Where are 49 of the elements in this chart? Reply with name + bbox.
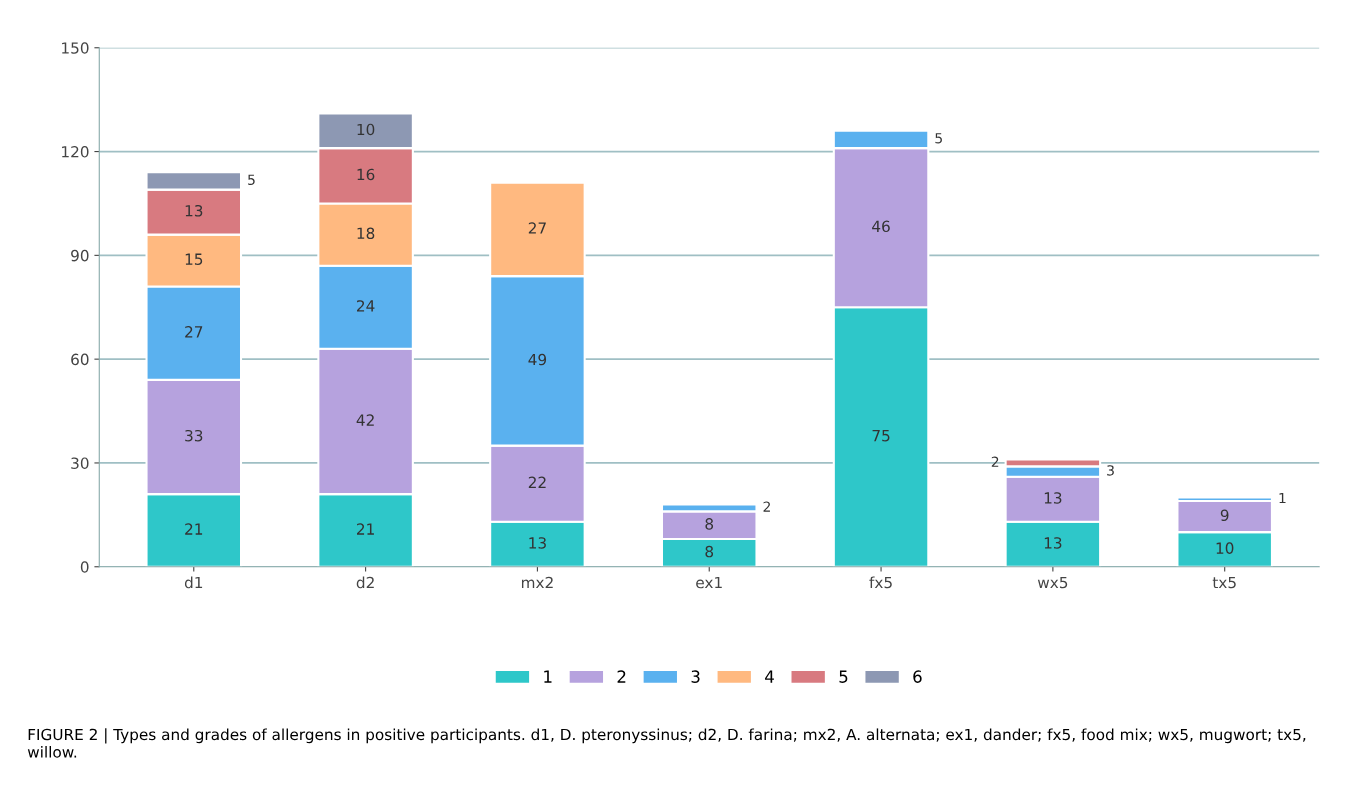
data-label: 49 bbox=[528, 353, 547, 366]
data-label: 13 bbox=[1044, 537, 1062, 549]
data-label: 10 bbox=[357, 123, 375, 136]
data-label: 33 bbox=[185, 429, 203, 442]
data-label: 16 bbox=[357, 168, 375, 181]
legend-label: 5 bbox=[839, 670, 848, 683]
data-label: 42 bbox=[356, 414, 374, 426]
data-label: 8 bbox=[705, 545, 714, 558]
y-tick-label: 30 bbox=[71, 457, 89, 469]
data-label: 10 bbox=[1216, 542, 1234, 554]
data-label: 27 bbox=[528, 222, 546, 234]
x-tick-label: fx5 bbox=[869, 576, 892, 589]
x-tick-label: wx5 bbox=[1037, 576, 1068, 589]
y-tick-label: 0 bbox=[80, 561, 89, 573]
data-label: 21 bbox=[185, 523, 203, 535]
data-label: 13 bbox=[1044, 492, 1062, 504]
data-label: 13 bbox=[185, 204, 203, 217]
y-tick-label: 60 bbox=[71, 353, 89, 366]
x-tick-label: d1 bbox=[184, 576, 203, 589]
data-label: 27 bbox=[185, 326, 203, 338]
caption: FIGURE 2 | Types and grades of allergens in positive participants. d1, D. pteronyssinus; d2, D. farina; mx2, A. alternata; ex1, dander; fx5, food mix; wx5, mugwort; tx5, willow. bbox=[27, 728, 1306, 758]
data-label: 75 bbox=[872, 430, 890, 442]
data-label: 5 bbox=[248, 174, 255, 185]
x-tick-label: mx2 bbox=[521, 576, 553, 589]
legend-label: 1 bbox=[544, 670, 552, 683]
data-label: 9 bbox=[1220, 509, 1229, 522]
legend-label: 2 bbox=[617, 670, 626, 683]
y-tick-label: 150 bbox=[62, 42, 89, 54]
legend-label: 3 bbox=[691, 670, 700, 683]
y-tick-label: 120 bbox=[62, 146, 89, 158]
data-label: 18 bbox=[357, 227, 375, 240]
x-tick-label: tx5 bbox=[1212, 576, 1236, 589]
data-label: 2 bbox=[991, 456, 999, 467]
data-label: 5 bbox=[935, 133, 942, 144]
data-label: 13 bbox=[529, 537, 546, 549]
legend-label: 6 bbox=[913, 670, 922, 683]
data-label: 46 bbox=[872, 220, 890, 233]
x-tick-label: ex1 bbox=[696, 576, 722, 589]
data-label: 22 bbox=[528, 476, 546, 488]
data-label: 15 bbox=[185, 253, 203, 265]
data-label: 1 bbox=[1279, 492, 1286, 504]
data-label: 2 bbox=[763, 501, 770, 512]
x-tick-label: d2 bbox=[356, 576, 374, 589]
data-label: 24 bbox=[357, 300, 375, 312]
data-label: 8 bbox=[705, 518, 714, 530]
y-tick-label: 90 bbox=[71, 249, 89, 262]
data-label: 21 bbox=[357, 523, 374, 535]
legend-label: 4 bbox=[765, 670, 774, 683]
data-label: 3 bbox=[1107, 465, 1114, 476]
